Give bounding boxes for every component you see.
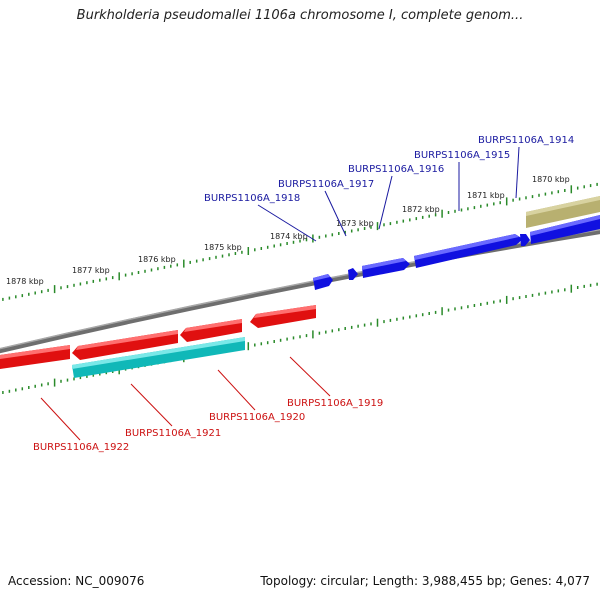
label-burps1106a-1916[interactable]: BURPS1106A_1916 bbox=[348, 164, 444, 175]
gene-burps1106a-1914[interactable] bbox=[530, 215, 600, 244]
kbp-label-1876: 1876 kbp bbox=[138, 255, 176, 264]
label-burps1106a-1921[interactable]: BURPS1106A_1921 bbox=[125, 428, 221, 439]
gene-burps1106a-1916[interactable] bbox=[520, 234, 530, 246]
kbp-label-1870: 1870 kbp bbox=[532, 175, 570, 184]
forward-genes bbox=[313, 215, 600, 290]
inner-tick-track bbox=[2, 282, 598, 394]
gene-burps1106a-1917[interactable] bbox=[362, 258, 410, 278]
gene-burps1106a-1918b[interactable] bbox=[313, 274, 333, 290]
gene-burps1106a-1915[interactable] bbox=[414, 234, 523, 268]
kbp-label-1873: 1873 kbp bbox=[336, 219, 374, 228]
forward-gene-labels: BURPS1106A_1914 BURPS1106A_1915 BURPS110… bbox=[204, 135, 574, 204]
label-burps1106a-1915[interactable]: BURPS1106A_1915 bbox=[414, 150, 510, 161]
label-burps1106a-1914[interactable]: BURPS1106A_1914 bbox=[478, 135, 574, 146]
label-burps1106a-1918[interactable]: BURPS1106A_1918 bbox=[204, 193, 300, 204]
reverse-gene-labels: BURPS1106A_1919 BURPS1106A_1920 BURPS110… bbox=[33, 398, 383, 453]
kbp-label-1872: 1872 kbp bbox=[402, 205, 440, 214]
gene-burps1106a-1922[interactable] bbox=[0, 345, 70, 369]
outer-tick-track bbox=[2, 182, 598, 301]
kbp-label-1874: 1874 kbp bbox=[270, 232, 308, 241]
reverse-genes bbox=[0, 305, 316, 369]
kbp-label-1878: 1878 kbp bbox=[6, 277, 44, 286]
feature-other[interactable] bbox=[526, 196, 600, 228]
gene-burps1106a-1919[interactable] bbox=[250, 305, 316, 328]
gene-rna[interactable] bbox=[72, 337, 245, 378]
label-burps1106a-1922[interactable]: BURPS1106A_1922 bbox=[33, 442, 129, 453]
label-burps1106a-1917[interactable]: BURPS1106A_1917 bbox=[278, 179, 374, 190]
kbp-label-1877: 1877 kbp bbox=[72, 266, 110, 275]
gene-burps1106a-1918[interactable] bbox=[348, 268, 358, 280]
kbp-labels: 1878 kbp 1877 kbp 1876 kbp 1875 kbp 1874… bbox=[6, 175, 570, 286]
forward-label-leaders bbox=[257, 146, 520, 242]
kbp-label-1875: 1875 kbp bbox=[204, 243, 242, 252]
gene-burps1106a-1920[interactable] bbox=[180, 319, 242, 342]
summary-text: Topology: circular; Length: 3,988,455 bp… bbox=[260, 574, 590, 588]
reverse-label-leaders bbox=[40, 356, 331, 441]
gene-burps1106a-1921[interactable] bbox=[72, 330, 178, 360]
map-title: Burkholderia pseudomallei 1106a chromoso… bbox=[76, 8, 524, 23]
chromosome-backbone bbox=[0, 229, 600, 354]
label-burps1106a-1919[interactable]: BURPS1106A_1919 bbox=[287, 398, 383, 409]
accession-text: Accession: NC_009076 bbox=[8, 574, 145, 588]
label-burps1106a-1920[interactable]: BURPS1106A_1920 bbox=[209, 412, 305, 423]
kbp-label-1871: 1871 kbp bbox=[467, 191, 505, 200]
